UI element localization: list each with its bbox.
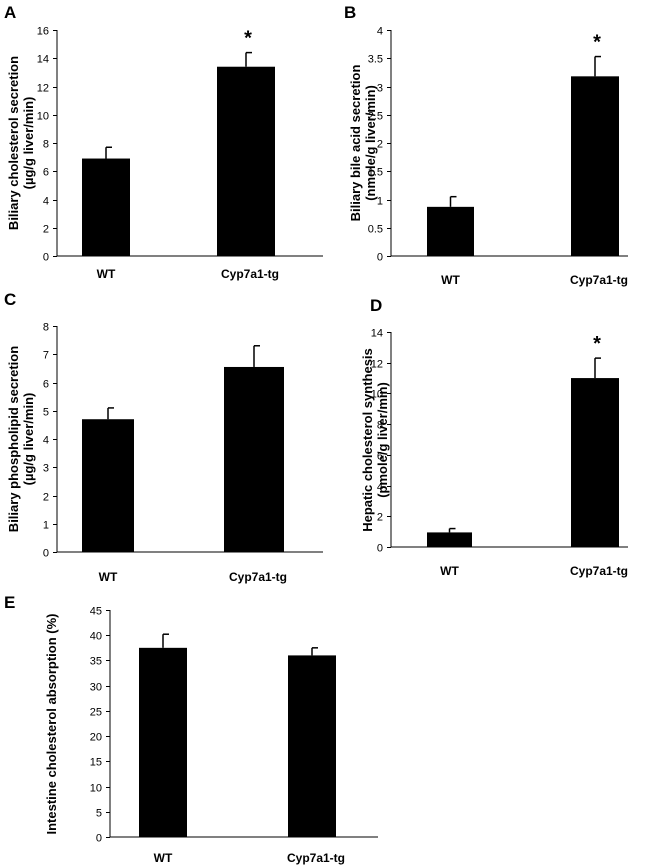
bar-cyp7a1-tg xyxy=(224,366,284,552)
bar-cyp7a1-tg xyxy=(571,378,619,547)
y-tick-label: 30 xyxy=(90,682,102,694)
y-tick-label: 8 xyxy=(43,322,49,334)
y-tick-label: 0 xyxy=(377,252,383,264)
y-tick-label: 20 xyxy=(90,732,102,744)
y-tick-label: 10 xyxy=(371,389,383,401)
y-tick-label: 4 xyxy=(43,196,49,208)
panel-c: C Biliary phospholipid secretion (µg/g liv… xyxy=(4,290,323,584)
bar-cyp7a1-tg xyxy=(571,76,619,256)
significance-star: * xyxy=(593,32,601,54)
x-category-label: Cyp7a1-tg xyxy=(287,851,345,865)
y-tick-label: 35 xyxy=(90,656,102,668)
bar-wt xyxy=(427,532,472,547)
y-tick-label: 6 xyxy=(43,379,49,391)
y-tick-label: 3.5 xyxy=(368,54,383,66)
y-axis-label: Intestine cholesterol absorption (%) xyxy=(44,613,59,834)
bar-wt xyxy=(82,158,130,256)
panel-letter: B xyxy=(344,3,356,22)
y-tick-label: 6 xyxy=(43,167,49,179)
y-tick-label: 1.5 xyxy=(368,167,383,179)
y-tick-label: 15 xyxy=(90,757,102,769)
y-axis-label: (pmole/g liver/min) xyxy=(375,382,390,498)
y-axis-label: (nmole/g liver/min) xyxy=(363,85,378,201)
y-tick-label: 7 xyxy=(43,350,49,362)
panel-a: A Biliary cholesterol secretion (µg/g live… xyxy=(4,3,323,281)
x-category-label: Cyp7a1-tg xyxy=(570,273,628,287)
y-tick-label: 14 xyxy=(371,328,383,340)
x-category-label: WT xyxy=(97,267,116,281)
y-axis-label: Biliary phospholipid secretion xyxy=(6,346,21,532)
y-tick-label: 8 xyxy=(377,420,383,432)
y-tick-label: 8 xyxy=(43,139,49,151)
y-tick-label: 3 xyxy=(377,83,383,95)
x-category-label: WT xyxy=(440,564,459,578)
y-axis-label: Biliary bile acid secretion xyxy=(348,65,363,222)
panel-letter: D xyxy=(370,296,382,315)
x-category-label: WT xyxy=(99,570,118,584)
y-tick-label: 1 xyxy=(43,520,49,532)
y-tick-label: 2 xyxy=(43,224,49,236)
y-tick-label: 12 xyxy=(371,359,383,371)
y-tick-label: 16 xyxy=(37,26,49,38)
bar-cyp7a1-tg xyxy=(217,66,275,256)
y-tick-label: 5 xyxy=(96,808,102,820)
significance-star: * xyxy=(244,28,252,50)
panel-b: B Biliary bile acid secretion (nmole/g liv… xyxy=(344,3,628,287)
panel-letter: A xyxy=(4,3,16,22)
y-tick-label: 0.5 xyxy=(368,224,383,236)
y-tick-label: 1 xyxy=(377,196,383,208)
significance-star: * xyxy=(593,333,601,355)
y-tick-label: 5 xyxy=(43,407,49,419)
y-tick-label: 4 xyxy=(43,435,49,447)
x-category-label: WT xyxy=(154,851,173,865)
panel-e: E Intestine cholesterol absorption (%) 0 5 1… xyxy=(4,593,378,865)
y-tick-label: 4 xyxy=(377,26,383,38)
y-tick-label: 3 xyxy=(43,463,49,475)
y-tick-label: 0 xyxy=(96,833,102,845)
panel-d: D Hepatic cholesterol synthesis (pmole/g l… xyxy=(360,296,628,578)
y-tick-label: 14 xyxy=(37,54,49,66)
y-axis-label: Hepatic cholesterol synthesis xyxy=(360,348,375,532)
x-category-label: WT xyxy=(441,273,460,287)
bar-wt xyxy=(139,647,187,837)
y-tick-label: 0 xyxy=(43,252,49,264)
x-category-label: Cyp7a1-tg xyxy=(570,564,628,578)
bar-wt xyxy=(427,206,474,256)
y-axis-label: (µg/g liver/min) xyxy=(21,393,36,486)
y-tick-label: 12 xyxy=(37,83,49,95)
y-tick-label: 4 xyxy=(377,482,383,494)
bar-cyp7a1-tg xyxy=(288,655,336,837)
bar-wt xyxy=(82,419,134,552)
y-axis-label: (µg/g liver/min) xyxy=(21,97,36,190)
x-category-label: Cyp7a1-tg xyxy=(221,267,279,281)
panel-letter: E xyxy=(4,593,15,612)
panel-letter: C xyxy=(4,290,16,309)
y-axis-label: Biliary cholesterol secretion xyxy=(6,56,21,230)
y-tick-label: 2 xyxy=(377,512,383,524)
y-tick-label: 10 xyxy=(90,783,102,795)
y-tick-label: 2 xyxy=(43,492,49,504)
y-tick-label: 45 xyxy=(90,606,102,618)
y-tick-label: 2 xyxy=(377,139,383,151)
y-tick-label: 25 xyxy=(90,707,102,719)
y-tick-label: 2.5 xyxy=(368,111,383,123)
y-tick-label: 40 xyxy=(90,631,102,643)
y-tick-label: 0 xyxy=(377,543,383,555)
y-tick-label: 0 xyxy=(43,548,49,560)
x-category-label: Cyp7a1-tg xyxy=(229,570,287,584)
y-tick-label: 10 xyxy=(37,111,49,123)
y-tick-label: 6 xyxy=(377,451,383,463)
